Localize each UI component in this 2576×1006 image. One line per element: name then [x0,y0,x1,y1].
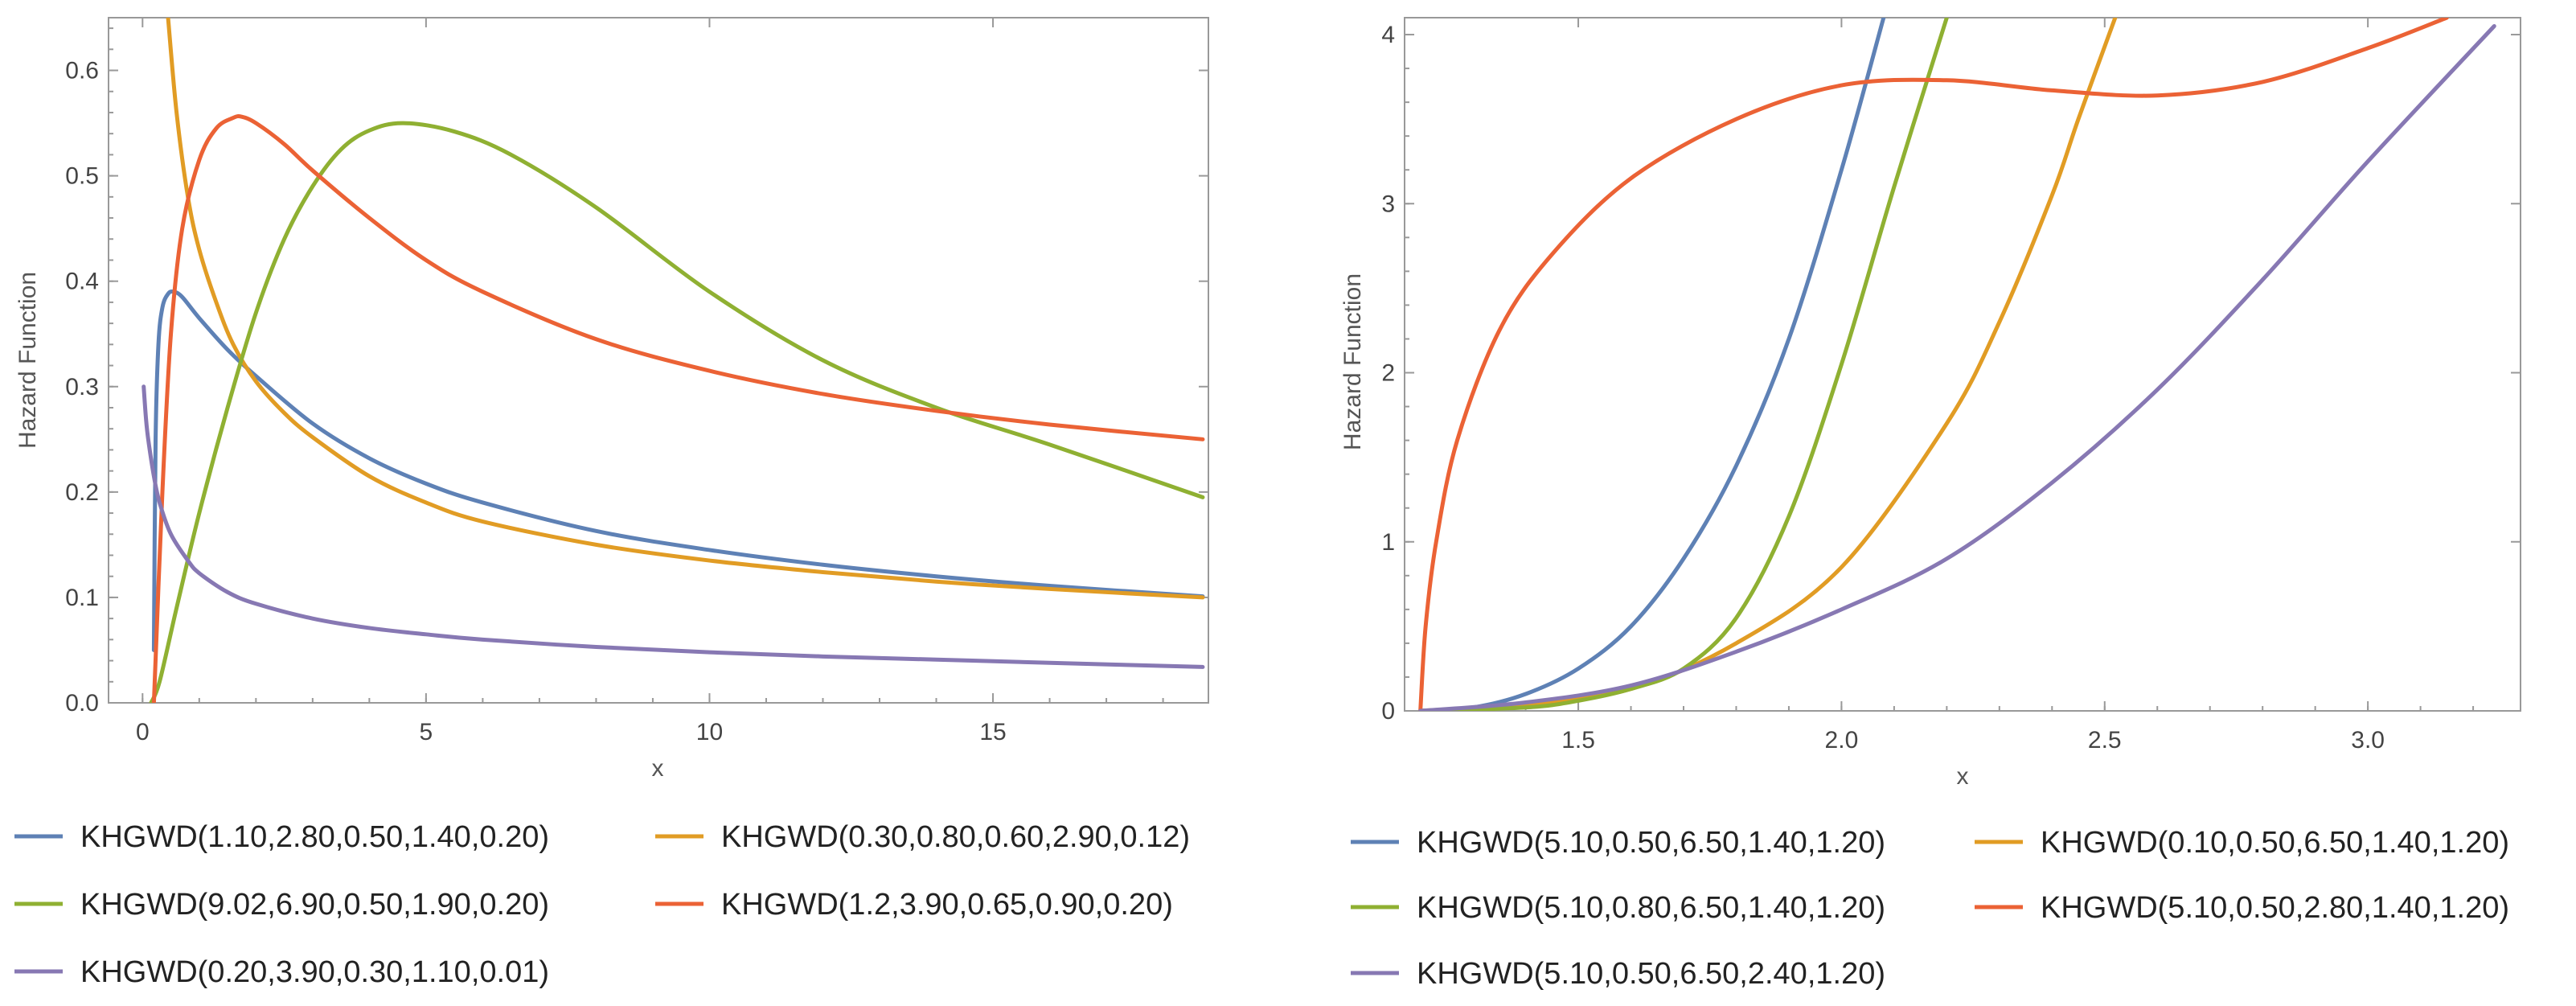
series-line-4 [1418,18,2449,711]
series-line-2 [1418,18,2118,711]
legend-label: KHGWD(5.10,0.50,6.50,1.40,1.20) [1417,826,1885,860]
y-tick-label: 0.6 [65,58,99,84]
legend-label: KHGWD(5.10,0.50,2.80,1.40,1.20) [2041,891,2509,925]
y-tick-label: 4 [1381,22,1395,48]
x-tick-label: 10 [696,719,723,745]
series-line-1 [1418,18,1886,711]
series-line-2 [166,18,1205,600]
y-axis-label: Hazard Function [1339,273,1366,450]
y-tick-label: 0.5 [65,163,99,190]
x-tick-label: 3.0 [2351,727,2385,753]
legend-label: KHGWD(1.10,2.80,0.50,1.40,0.20) [80,820,549,854]
x-axis-label: x [652,755,664,782]
y-tick-label: 0.3 [65,374,99,400]
y-tick-label: 0 [1381,698,1395,725]
chart-panel-2: 1.5 2.0 2.5 3.0 0 1 2 3 4 x Hazard Function KHGWD(5… [1339,17,2521,991]
legend-label: KHGWD(0.10,0.50,6.50,1.40,1.20) [2041,826,2509,860]
plot-frame [1404,17,2521,712]
legend-label: KHGWD(9.02,6.90,0.50,1.90,0.20) [80,888,549,922]
y-tick-label: 0.1 [65,585,99,611]
chart-panel-1: 0 5 10 15 0.0 0.1 0.2 0.3 0.4 0.5 0.6 x Hazard Funct… [14,17,1209,989]
legend-label: KHGWD(0.20,3.90,0.30,1.10,0.01) [80,955,549,989]
series-line-3 [149,121,1205,703]
x-tick-label: 1.5 [1561,727,1595,753]
y-tick-label: 0.0 [65,690,99,717]
x-tick-label: 0 [136,719,150,745]
x-axis-label: x [1957,763,1969,790]
series-line-5 [142,384,1205,669]
series-line-5 [1418,24,2496,711]
y-tick-label: 0.2 [65,479,99,506]
series-layer [142,18,1205,703]
legend-label: KHGWD(5.10,0.50,6.50,2.40,1.20) [1417,957,1885,991]
y-tick-label: 1 [1381,529,1395,556]
legend-label: KHGWD(1.2,3.90,0.65,0.90,0.20) [721,888,1173,922]
x-tick-label: 2.5 [2088,727,2122,753]
y-tick-label: 3 [1381,191,1395,217]
legend-label: KHGWD(5.10,0.80,6.50,1.40,1.20) [1417,891,1885,925]
x-tick-label: 2.0 [1825,727,1859,753]
series-line-3 [1418,18,1949,711]
legend: KHGWD(1.10,2.80,0.50,1.40,0.20) KHGWD(0.3… [14,820,1190,989]
y-axis-label: Hazard Function [14,272,41,449]
plot-frame [108,17,1209,704]
series-line-4 [151,114,1205,703]
y-tick-label: 0.4 [65,269,99,295]
x-tick-label: 5 [420,719,433,745]
series-line-1 [151,289,1205,652]
legend-label: KHGWD(0.30,0.80,0.60,2.90,0.12) [721,820,1190,854]
x-tick-label: 15 [979,719,1006,745]
legend: KHGWD(5.10,0.50,6.50,1.40,1.20) KHGWD(0.1… [1351,826,2509,991]
series-layer [1418,18,2496,711]
y-tick-label: 2 [1381,360,1395,387]
